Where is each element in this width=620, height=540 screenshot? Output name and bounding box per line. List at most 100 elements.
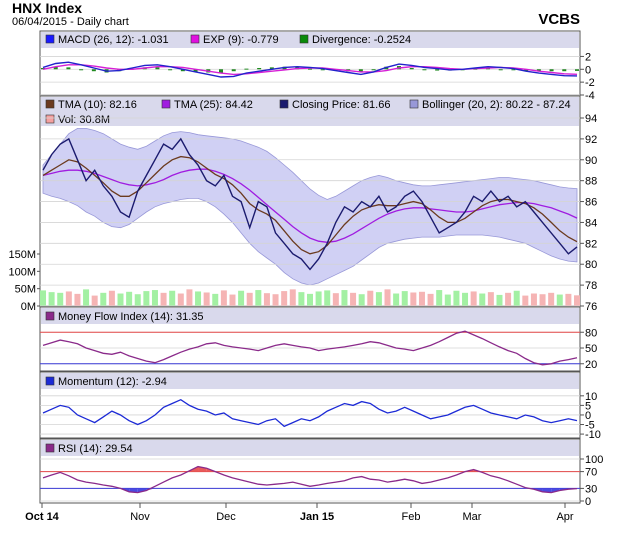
macd-line (42, 61, 578, 78)
y-tick-label: 92 (585, 134, 597, 146)
volume-bar (453, 290, 460, 306)
volume-bar (418, 291, 425, 306)
legend-label: RSI (14): 29.54 (58, 443, 133, 455)
volume-bar (74, 293, 81, 306)
y-tick-label: 20 (585, 359, 597, 371)
closing-price-line (42, 137, 578, 271)
divergence-bar (511, 69, 516, 71)
vol-tick-label: 150M (8, 249, 36, 261)
volume-bar (246, 292, 253, 306)
divergence-bar (409, 68, 414, 70)
divergence-bar (79, 69, 84, 71)
macd-panel-legend-band (41, 32, 579, 48)
x-tick-label: Dec (216, 511, 236, 523)
vol-tick-label: 50M (15, 284, 36, 296)
divergence-bar (180, 69, 185, 72)
volume-bar (436, 290, 443, 306)
legend-label: EXP (9): -0.779 (203, 34, 279, 46)
volume-bar (496, 294, 503, 306)
volume-bar (272, 294, 279, 306)
y-tick-label: -4 (585, 90, 595, 102)
volume-bar (65, 291, 72, 306)
price-panel: TMA (10): 82.16 TMA (25): 84.42 Closing Pr… (8, 95, 597, 313)
y-tick-label: 94 (585, 113, 597, 125)
divergence-bar (219, 69, 223, 74)
legend-swatch (45, 443, 55, 453)
volume-bar (548, 292, 555, 306)
x-tick-label: Apr (556, 511, 573, 523)
x-tick-label: Mar (463, 511, 482, 523)
divergence-bar (53, 66, 58, 70)
volume-bar (513, 290, 520, 306)
y-tick-label: 84 (585, 217, 597, 229)
divergence-bar (435, 69, 440, 71)
divergence-bar (269, 67, 274, 70)
y-tick-label: 5 (585, 400, 591, 412)
volume-bar (444, 294, 451, 306)
divergence-bar (536, 69, 541, 72)
divergence-bar (91, 69, 96, 72)
volume-bar (212, 293, 219, 306)
y-tick-label: 80 (585, 259, 597, 271)
y-tick-label: 10 (585, 391, 597, 403)
mfi-panel-line (42, 330, 578, 366)
volume-bar (315, 291, 322, 306)
macd-panel: MACD (26, 12): -1.031 EXP (9): -0.779 Dive… (39, 30, 595, 102)
volume-bar (375, 292, 382, 306)
divergence-bar (358, 69, 363, 72)
divergence-bar (575, 69, 579, 71)
volume-bar (427, 293, 434, 306)
legend-label: Closing Price: 81.66 (292, 99, 390, 111)
volume-bar (367, 290, 374, 306)
x-tick-label: Jan 15 (300, 511, 334, 523)
volume-bar (332, 293, 339, 306)
volume-bar (393, 293, 400, 306)
volume-bar (160, 292, 167, 306)
legend-swatch (45, 114, 55, 124)
divergence-bar (308, 68, 312, 70)
volume-bar (143, 291, 150, 306)
volume-bar (117, 293, 124, 306)
y-tick-label: 0 (585, 496, 591, 508)
y-tick-label: 30 (585, 483, 597, 495)
y-tick-label: 76 (585, 301, 597, 313)
tma10-line (42, 155, 578, 255)
volume-bar (530, 293, 537, 306)
volume-bar (40, 290, 46, 306)
volume-bar (470, 291, 477, 306)
volume-bar (126, 291, 133, 306)
volume-bar (556, 294, 563, 306)
y-tick-label: 78 (585, 280, 597, 292)
divergence-bar (193, 69, 198, 72)
divergence-bar (155, 67, 160, 70)
divergence-bar (524, 69, 529, 72)
volume-bar (134, 294, 141, 306)
divergence-bar (562, 69, 567, 72)
legend-swatch (45, 376, 55, 386)
volume-bar (358, 294, 365, 306)
volume-bar (505, 292, 512, 306)
legend-swatch (299, 34, 309, 44)
y-tick-label: 88 (585, 176, 597, 188)
momentum-panel-legend-band (41, 373, 579, 389)
legend-label: Vol: 30.8M (58, 114, 110, 126)
x-axis: Oct 14 Nov Dec Jan 15 Feb Mar Apr (25, 502, 580, 523)
volume-bar (479, 293, 486, 306)
volume-bar (186, 289, 193, 306)
volume-bar (298, 292, 305, 306)
divergence-bar (549, 69, 554, 72)
divergence-bar (422, 69, 427, 71)
volume-bar (350, 292, 357, 306)
volume-bar (384, 289, 391, 306)
volume-bar (565, 293, 572, 306)
tma25-line (42, 168, 578, 243)
legend-swatch (45, 34, 55, 44)
legend-label: TMA (10): 82.16 (58, 99, 137, 111)
volume-bar (48, 292, 55, 306)
divergence-bar (244, 68, 249, 70)
volume-bar (410, 292, 417, 306)
y-tick-label: 80 (585, 327, 597, 339)
